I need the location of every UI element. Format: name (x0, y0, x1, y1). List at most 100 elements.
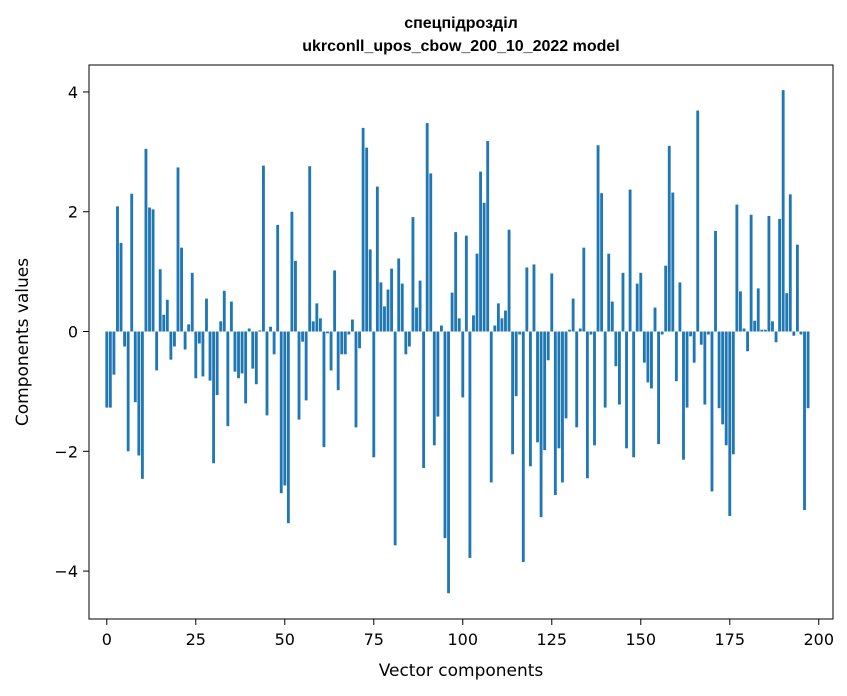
bar (536, 331, 539, 443)
bar (724, 331, 728, 446)
bar (286, 331, 290, 524)
bar (258, 330, 262, 332)
bar (692, 331, 696, 363)
bar (739, 291, 742, 332)
bar (575, 331, 579, 428)
bar (130, 193, 134, 332)
bar (269, 326, 272, 332)
bar (151, 209, 155, 332)
bar (318, 318, 322, 332)
bar (714, 230, 717, 332)
bar (447, 331, 450, 594)
bar (254, 331, 258, 385)
bar (628, 189, 632, 332)
bar (521, 331, 525, 563)
bar (746, 331, 749, 352)
x-tick-label: 175 (714, 630, 745, 649)
bar (279, 331, 283, 494)
bar (144, 148, 148, 332)
bar (639, 272, 643, 332)
bar (301, 331, 305, 342)
bar (539, 331, 543, 518)
bar (461, 331, 465, 398)
x-tick-label: 25 (186, 630, 206, 649)
bar (208, 331, 212, 381)
bar (158, 269, 162, 332)
bar (721, 331, 725, 425)
y-axis-label: Components values (13, 258, 33, 426)
bar (294, 260, 297, 332)
bar (329, 331, 333, 371)
bar (404, 331, 408, 355)
x-axis-ticks: 0 25 50 75 100 125 150 175 200 (102, 619, 834, 649)
bar (116, 206, 119, 332)
bar (326, 331, 329, 334)
bar (596, 145, 600, 332)
bar (625, 331, 628, 449)
bar (237, 331, 240, 379)
bar (617, 331, 621, 405)
bar (361, 127, 365, 332)
bar (468, 331, 472, 558)
bar (194, 331, 198, 379)
bar (689, 331, 693, 337)
bar (262, 165, 265, 332)
bar (105, 331, 109, 408)
bar (436, 331, 440, 417)
bar (351, 319, 354, 332)
bar (400, 283, 404, 332)
bar (162, 314, 166, 332)
bar (525, 267, 529, 332)
bar (614, 331, 618, 367)
bar (785, 293, 789, 332)
bar (703, 331, 707, 405)
bar (568, 329, 571, 332)
bar (183, 331, 187, 350)
bar (415, 307, 418, 332)
bar (187, 324, 191, 332)
bar (336, 331, 340, 391)
bar (749, 214, 753, 332)
bar (678, 282, 682, 332)
bar (454, 232, 458, 332)
y-tick-label: 2 (68, 203, 78, 222)
bar (244, 331, 248, 404)
bar (610, 301, 614, 332)
x-tick-label: 125 (537, 630, 568, 649)
bar (126, 331, 130, 452)
bar (667, 145, 671, 332)
bar (553, 331, 557, 496)
bar (372, 331, 376, 458)
bar (148, 207, 151, 332)
bar (169, 331, 173, 360)
bar (682, 331, 685, 460)
bar-series (105, 90, 810, 594)
bar (205, 298, 208, 332)
x-tick-label: 50 (275, 630, 295, 649)
bar (358, 331, 361, 349)
bar (390, 268, 394, 332)
bar (190, 272, 194, 332)
bar (557, 331, 561, 449)
bar (176, 167, 180, 332)
bar (140, 331, 144, 479)
bar (422, 331, 426, 469)
bar (735, 204, 739, 332)
bar (383, 306, 386, 332)
bar (479, 171, 483, 332)
y-tick-label: 4 (68, 83, 78, 102)
bar (528, 331, 532, 467)
bar (432, 331, 436, 446)
bar (803, 331, 806, 510)
bar (108, 331, 112, 408)
bar (233, 331, 237, 372)
y-tick-label: 0 (68, 323, 78, 342)
bar (632, 331, 636, 458)
bar (247, 328, 251, 332)
bar (165, 299, 169, 332)
bar (215, 331, 219, 396)
bar (706, 331, 710, 335)
bar (333, 270, 337, 332)
x-tick-label: 200 (803, 630, 834, 649)
bar (290, 211, 294, 332)
